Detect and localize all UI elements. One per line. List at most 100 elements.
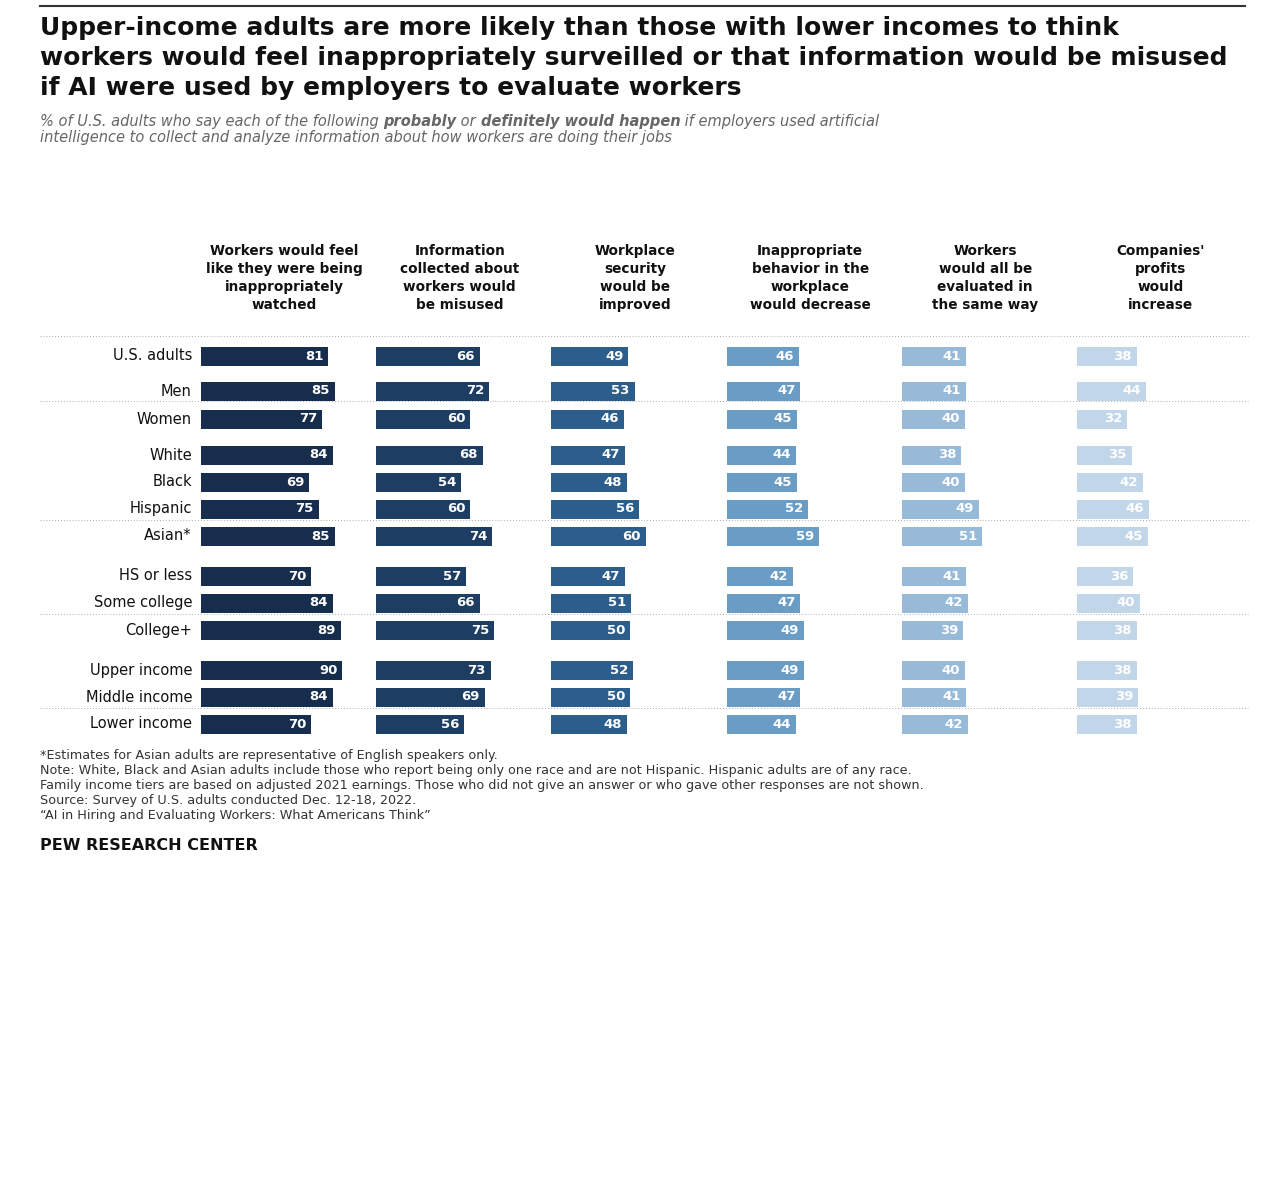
Bar (901, 410, 965, 429)
Text: College+: College+ (125, 623, 192, 637)
Bar (376, 445, 483, 464)
Text: 49: 49 (780, 663, 799, 676)
Bar (376, 527, 493, 546)
Bar (727, 527, 819, 546)
Text: 51: 51 (608, 597, 626, 610)
Text: 46: 46 (776, 349, 794, 362)
Text: 38: 38 (1114, 718, 1132, 731)
Bar (727, 688, 800, 707)
Bar (727, 445, 796, 464)
Bar (201, 714, 311, 734)
Bar (376, 381, 489, 400)
Text: Asian*: Asian* (145, 528, 192, 543)
Bar (1076, 714, 1137, 734)
Bar (901, 500, 979, 519)
Text: 75: 75 (471, 624, 489, 637)
Text: 74: 74 (468, 529, 488, 542)
Text: Workplace
security
would be
improved: Workplace security would be improved (594, 244, 676, 311)
Bar (552, 566, 625, 586)
Bar (1076, 381, 1146, 400)
Bar (376, 661, 492, 680)
Text: 48: 48 (603, 718, 622, 731)
Text: 49: 49 (955, 502, 974, 515)
Bar (201, 593, 333, 612)
Text: 40: 40 (941, 663, 960, 676)
Text: Middle income: Middle income (86, 689, 192, 704)
Text: 46: 46 (1125, 502, 1144, 515)
Bar (376, 714, 465, 734)
Text: Hispanic: Hispanic (129, 502, 192, 516)
Bar (376, 410, 471, 429)
Text: 75: 75 (296, 502, 314, 515)
Bar (901, 620, 963, 639)
Text: if AI were used by employers to evaluate workers: if AI were used by employers to evaluate… (40, 76, 741, 99)
Bar (552, 347, 628, 366)
Text: 40: 40 (941, 476, 960, 489)
Text: 49: 49 (780, 624, 799, 637)
Bar (376, 347, 480, 366)
Text: 41: 41 (943, 570, 961, 583)
Bar (552, 688, 630, 707)
Bar (201, 527, 334, 546)
Text: 70: 70 (288, 718, 306, 731)
Text: Men: Men (161, 384, 192, 399)
Bar (727, 661, 804, 680)
Text: 47: 47 (777, 597, 795, 610)
Text: 57: 57 (443, 570, 461, 583)
Bar (376, 688, 485, 707)
Text: 47: 47 (777, 385, 795, 398)
Text: 60: 60 (447, 412, 466, 425)
Text: 52: 52 (785, 502, 804, 515)
Text: 84: 84 (310, 449, 328, 462)
Bar (1076, 620, 1137, 639)
Bar (727, 593, 800, 612)
Text: or: or (457, 114, 481, 129)
Text: 69: 69 (285, 476, 305, 489)
Text: 40: 40 (941, 412, 960, 425)
Text: 53: 53 (612, 385, 630, 398)
Text: Note: White, Black and Asian adults include those who report being only one race: Note: White, Black and Asian adults incl… (40, 764, 911, 777)
Text: 38: 38 (1114, 349, 1132, 362)
Text: Companies'
profits
would
increase: Companies' profits would increase (1116, 244, 1204, 311)
Text: 42: 42 (1120, 476, 1138, 489)
Text: 39: 39 (940, 624, 957, 637)
Text: 45: 45 (1124, 529, 1143, 542)
Bar (1076, 593, 1139, 612)
Text: Workers
would all be
evaluated in
the same way: Workers would all be evaluated in the sa… (932, 244, 1038, 311)
Text: 38: 38 (1114, 624, 1132, 637)
Bar (901, 566, 966, 586)
Bar (376, 620, 494, 639)
Text: 42: 42 (945, 597, 963, 610)
Bar (201, 500, 319, 519)
Text: 40: 40 (1116, 597, 1134, 610)
Text: 60: 60 (622, 529, 640, 542)
Bar (552, 593, 631, 612)
Text: 47: 47 (777, 690, 795, 703)
Bar (1076, 566, 1133, 586)
Text: 70: 70 (288, 570, 306, 583)
Bar (552, 500, 639, 519)
Text: 51: 51 (959, 529, 977, 542)
Text: 48: 48 (603, 476, 622, 489)
Bar (552, 445, 625, 464)
Bar (552, 620, 630, 639)
Bar (201, 566, 311, 586)
Bar (901, 593, 968, 612)
Bar (552, 714, 627, 734)
Text: 35: 35 (1108, 449, 1126, 462)
Text: 50: 50 (607, 690, 625, 703)
Text: workers would feel inappropriately surveilled or that information would be misus: workers would feel inappropriately surve… (40, 46, 1228, 70)
Text: 45: 45 (774, 412, 792, 425)
Bar (727, 714, 796, 734)
Text: 41: 41 (943, 690, 961, 703)
Bar (201, 347, 328, 366)
Bar (727, 381, 800, 400)
Bar (201, 472, 310, 491)
Text: 38: 38 (1114, 663, 1132, 676)
Text: 73: 73 (467, 663, 486, 676)
Text: 69: 69 (461, 690, 480, 703)
Bar (901, 381, 966, 400)
Text: “AI in Hiring and Evaluating Workers: What Americans Think”: “AI in Hiring and Evaluating Workers: Wh… (40, 809, 431, 822)
Text: 41: 41 (943, 349, 961, 362)
Text: 38: 38 (938, 449, 956, 462)
